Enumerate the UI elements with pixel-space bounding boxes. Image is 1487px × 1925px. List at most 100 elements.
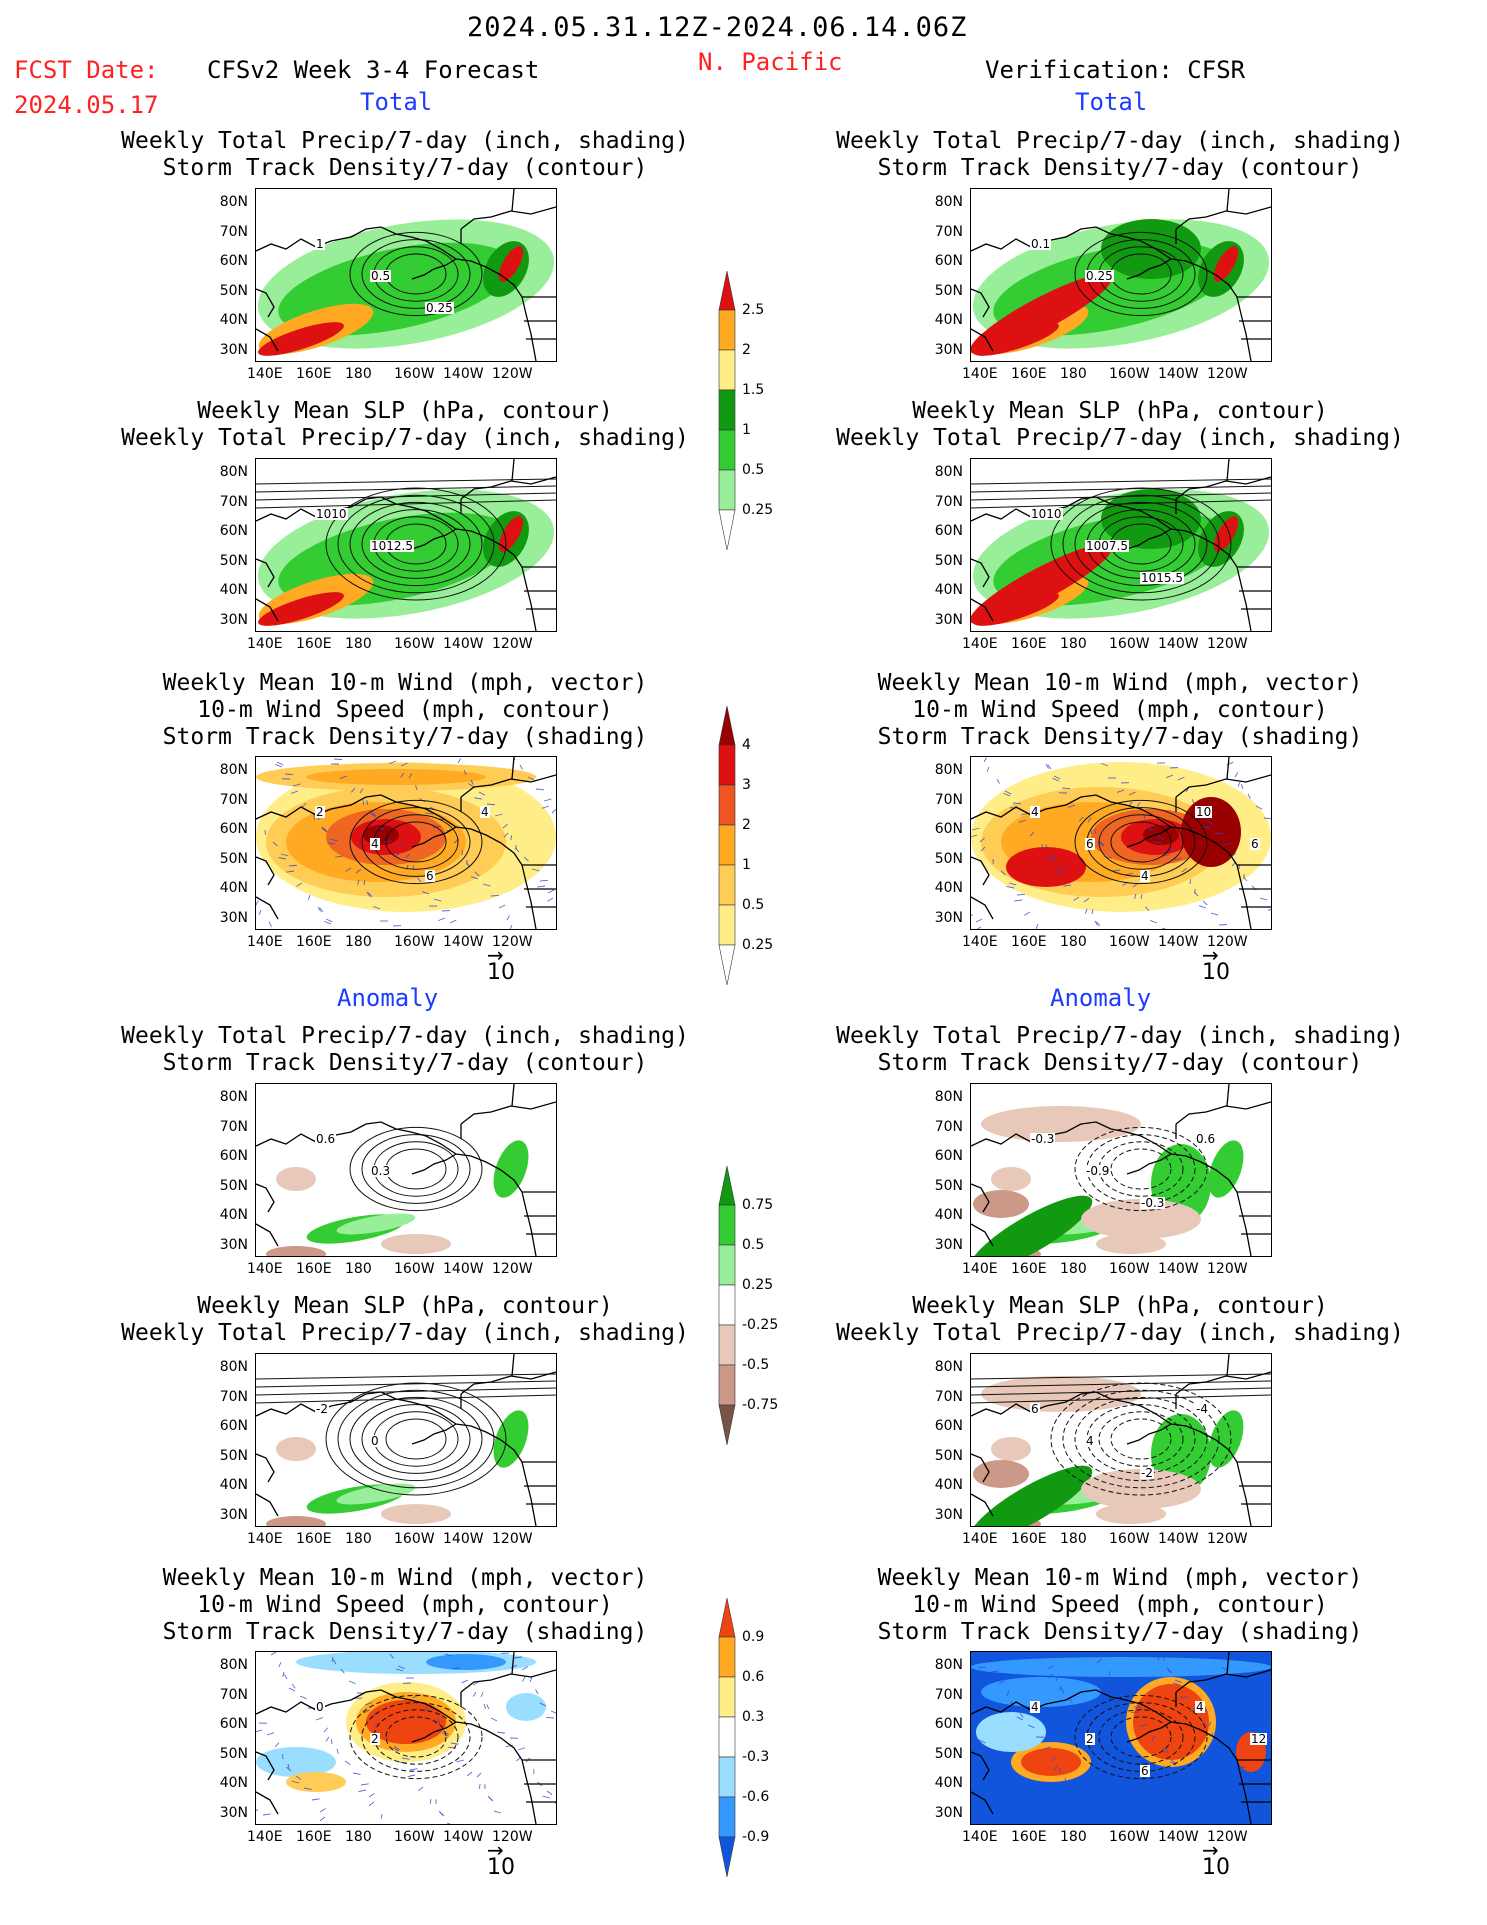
wind-vector xyxy=(444,1653,453,1657)
coastline xyxy=(256,856,275,886)
shading-area xyxy=(981,1677,1101,1707)
wind-vector xyxy=(1145,906,1150,912)
wind-vector xyxy=(547,889,555,894)
wind-vector xyxy=(1214,832,1223,835)
wind-vector xyxy=(325,918,333,923)
contour-value-label: 1012.5 xyxy=(370,539,414,553)
wind-vector xyxy=(1157,835,1165,840)
lon-label: 180 xyxy=(1060,636,1087,652)
lat-label: 40N xyxy=(219,880,248,896)
wind-vector xyxy=(370,813,377,818)
colorbar-label: -0.3 xyxy=(742,1749,770,1765)
wind-vector xyxy=(1086,1818,1095,1822)
colorbar-precip_anom xyxy=(718,1165,736,1451)
wind-vector xyxy=(468,783,475,788)
coastline xyxy=(1110,503,1252,631)
wind-vector xyxy=(286,870,295,873)
wind-vector xyxy=(513,1656,522,1659)
arrow-icon: → xyxy=(1202,943,1219,967)
arrow-icon: → xyxy=(487,1838,504,1862)
lat-label: 60N xyxy=(219,253,248,269)
wind-vector xyxy=(503,832,509,838)
wind-vector xyxy=(272,841,278,847)
lat-label: 70N xyxy=(219,223,248,240)
wind-vector xyxy=(457,758,462,764)
wind-vector xyxy=(368,892,373,898)
lat-label: 60N xyxy=(934,523,963,539)
panel-title: Weekly Total Precip/7-day (inch, shading… xyxy=(75,1023,735,1077)
shading-area xyxy=(991,1437,1031,1461)
colorbar-swatch xyxy=(718,1244,736,1286)
panel-title: Weekly Mean SLP (hPa, contour) Weekly Tot… xyxy=(75,398,735,452)
wind-vector xyxy=(1157,1655,1160,1661)
lon-label: 120W xyxy=(1207,1531,1248,1547)
section-anomaly-right: Anomaly xyxy=(1050,984,1152,1012)
contour-line xyxy=(349,799,483,885)
contour-value-label: 4 xyxy=(1195,1700,1205,1714)
lon-label: 180 xyxy=(1060,1531,1087,1547)
wind-vector xyxy=(1247,793,1251,799)
lon-label: 160W xyxy=(394,636,435,652)
wind-vector xyxy=(1178,1771,1187,1774)
wind-vector xyxy=(421,891,430,895)
wind-vector xyxy=(1238,1693,1246,1698)
lat-label: 80N xyxy=(934,1089,963,1105)
contour-value-label: 6 xyxy=(1140,1764,1150,1778)
wind-vector xyxy=(450,1742,459,1745)
wind-vector xyxy=(321,826,327,832)
wind-vector xyxy=(397,1665,405,1669)
shading-area xyxy=(973,1460,1029,1488)
contour-line xyxy=(1098,1141,1184,1197)
contour-line xyxy=(361,1404,471,1474)
shading-area xyxy=(336,1483,416,1505)
contour-line xyxy=(1050,487,1232,601)
wind-vector xyxy=(357,879,360,885)
lon-label: 180 xyxy=(1060,1261,1087,1277)
wind-vector xyxy=(474,797,483,800)
wind-vector xyxy=(278,1662,282,1668)
wind-vector xyxy=(319,1808,326,1813)
wind-vector xyxy=(1100,1741,1106,1747)
colorbar-label: 0.5 xyxy=(742,897,765,913)
panel-title: Weekly Total Precip/7-day (inch, shading… xyxy=(790,1023,1450,1077)
wind-vector xyxy=(1014,899,1023,902)
wind-vector xyxy=(1214,1733,1218,1739)
wind-vector xyxy=(1087,817,1092,823)
panel-title-line: Weekly Total Precip/7-day (inch, shading… xyxy=(836,128,1404,154)
coastline xyxy=(1175,476,1271,500)
wind-vector xyxy=(478,791,486,796)
coastline xyxy=(1126,1153,1172,1175)
wind-vector xyxy=(284,773,293,776)
lon-label: 120W xyxy=(492,366,533,382)
wind-vector xyxy=(317,906,322,912)
section-total-left: Total xyxy=(360,88,433,116)
lat-label: 60N xyxy=(219,1716,248,1732)
coastline xyxy=(1226,1652,1230,1675)
lat-label: 60N xyxy=(219,1418,248,1434)
wind-vector xyxy=(1027,1724,1035,1729)
coastline xyxy=(511,1354,515,1377)
lat-label: 50N xyxy=(934,1447,963,1464)
wind-vector xyxy=(990,1670,999,1673)
wind-vector xyxy=(1015,1792,1018,1798)
panel-title: Weekly Mean SLP (hPa, contour) Weekly Tot… xyxy=(790,1293,1450,1347)
lat-label: 80N xyxy=(934,762,963,778)
contour-value-label: 2 xyxy=(1085,1732,1095,1746)
wind-vector xyxy=(1067,804,1076,808)
wind-vector xyxy=(1064,1777,1067,1783)
colorbar-label: 0.5 xyxy=(742,462,765,478)
colorbar-label: -0.9 xyxy=(742,1829,770,1845)
wind-vector xyxy=(1222,842,1231,846)
wind-vector xyxy=(1029,831,1035,837)
wind-vector xyxy=(276,761,284,766)
shading-area xyxy=(1021,1748,1081,1776)
wind-vector xyxy=(370,811,377,817)
coastline xyxy=(256,1223,279,1247)
colorbar-swatch xyxy=(718,864,736,906)
lat-label: 70N xyxy=(934,1686,963,1703)
lat-label: 70N xyxy=(934,1388,963,1405)
coastline xyxy=(256,896,279,920)
wind-vector xyxy=(1240,784,1244,790)
wind-vector xyxy=(363,1709,371,1714)
shading-area xyxy=(506,1693,546,1721)
